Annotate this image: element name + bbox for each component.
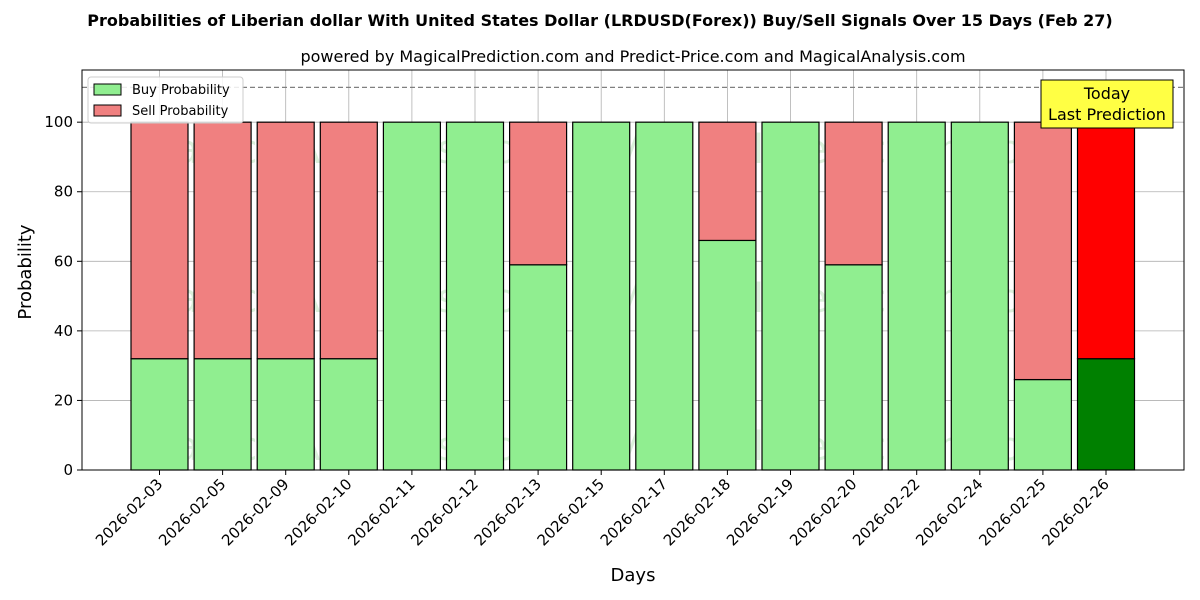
- buy-bar: [130, 358, 189, 471]
- chart-title: Probabilities of Liberian dollar With Un…: [87, 11, 1112, 30]
- legend-swatch: [93, 104, 122, 117]
- buy-bar: [635, 121, 694, 471]
- legend-box: [87, 76, 244, 124]
- sell-bar: [256, 121, 315, 360]
- buy-bar: [950, 121, 1009, 471]
- buy-bar: [382, 121, 441, 471]
- y-tick-label: 0: [63, 461, 73, 479]
- y-tick-label: 80: [54, 183, 73, 201]
- today-annotation: Today Last Prediction: [1040, 79, 1174, 129]
- x-tick-label: 2026-02-03: [92, 475, 166, 549]
- annotation-text: Last Prediction: [1048, 105, 1166, 124]
- buy-bar: [1013, 378, 1073, 471]
- legend-label: Buy Probability: [132, 83, 230, 98]
- sell-bar: [193, 121, 252, 360]
- x-tick-label: 2026-02-19: [723, 475, 797, 549]
- annotation-text: Today: [1083, 84, 1130, 103]
- y-tick-label: 20: [54, 391, 73, 409]
- sell-bar: [509, 121, 568, 266]
- buy-bar: [256, 358, 315, 471]
- x-tick-label: 2026-02-12: [407, 475, 481, 549]
- plot-frame: [81, 69, 1185, 471]
- x-tick-label: 2026-02-15: [534, 475, 608, 549]
- buy-bar: [824, 264, 883, 471]
- buy-bar: [887, 121, 946, 471]
- x-tick-label: 2026-02-24: [912, 475, 986, 549]
- buy-bar: [572, 121, 631, 471]
- x-axis-label: Days: [611, 565, 656, 586]
- buy-bar: [761, 121, 820, 471]
- sell-bar: [319, 121, 378, 360]
- legend: Buy Probability Sell Probability: [87, 76, 244, 124]
- bars: [82, 86, 1184, 471]
- y-tick-label: 40: [54, 322, 73, 340]
- sell-bar: [824, 121, 883, 266]
- sell-bar: [698, 121, 757, 242]
- y-axis-label: Probability: [15, 224, 36, 319]
- x-tick-label: 2026-02-11: [344, 475, 418, 549]
- x-tick-label: 2026-02-20: [786, 475, 860, 549]
- x-tick-label: 2026-02-26: [1038, 475, 1112, 549]
- x-tick-label: 2026-02-18: [660, 475, 734, 549]
- x-tick-label: 2026-02-10: [281, 475, 355, 549]
- buy-bar: [193, 358, 252, 471]
- buy-bar: [509, 264, 568, 471]
- x-tick-label: 2026-02-22: [849, 475, 923, 549]
- sell-bar: [1076, 121, 1136, 360]
- annotation-box: [1040, 79, 1174, 129]
- x-tick-label: 2026-02-05: [155, 475, 229, 549]
- x-tick-label: 2026-02-17: [597, 475, 671, 549]
- buy-bar: [319, 358, 378, 471]
- chart-subtitle: powered by MagicalPrediction.com and Pre…: [300, 47, 965, 66]
- x-tick-label: 2026-02-13: [471, 475, 545, 549]
- x-tick-label: 2026-02-09: [218, 475, 292, 549]
- buy-bar: [698, 239, 757, 471]
- legend-label: Sell Probability: [132, 104, 229, 119]
- buy-bar: [445, 121, 505, 471]
- legend-swatch: [93, 83, 122, 96]
- x-tick-label: 2026-02-25: [975, 475, 1049, 549]
- buy-bar: [1076, 358, 1136, 471]
- y-tick-label: 100: [44, 113, 73, 131]
- y-tick-label: 60: [54, 252, 73, 270]
- sell-bar: [1013, 121, 1073, 381]
- sell-bar: [130, 121, 189, 360]
